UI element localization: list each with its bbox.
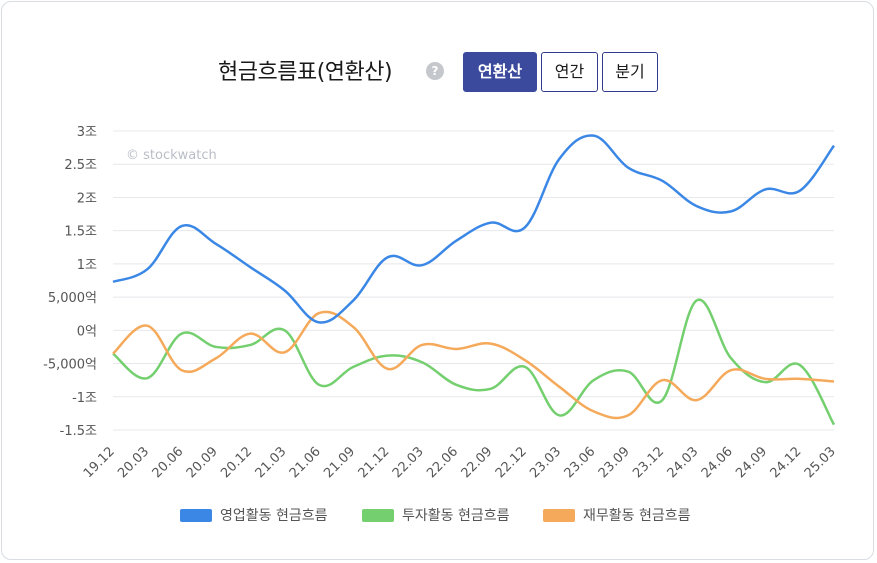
series-lines: [112, 134, 836, 426]
x-tick-label: 20.03: [115, 444, 152, 481]
tab-annualized[interactable]: 연환산: [463, 52, 537, 92]
y-tick-label: 2.5조: [64, 158, 97, 173]
y-tick-label: 1.5조: [64, 225, 97, 240]
series-line-2[interactable]: [112, 310, 835, 420]
x-tick-label: 24.03: [665, 444, 702, 481]
y-tick-label: 0억: [77, 324, 97, 339]
x-tick-label: 20.06: [150, 444, 187, 481]
x-tick-label: 23.06: [562, 444, 599, 481]
x-tick-label: 21.12: [356, 444, 393, 481]
y-tick-label: 5,000억: [48, 291, 97, 306]
x-tick-label: 21.06: [287, 444, 324, 481]
x-tick-label: 23.12: [630, 444, 667, 481]
watermark: © stockwatch: [126, 148, 217, 163]
x-tick-label: 24.09: [733, 444, 770, 481]
x-tick-label: 22.06: [424, 444, 461, 481]
legend-label[interactable]: 투자활동 현금흐름: [402, 508, 510, 524]
y-tick-label: -1조: [72, 391, 97, 406]
legend-swatch[interactable]: [362, 509, 394, 522]
x-tick-label: 23.03: [527, 444, 564, 481]
y-tick-label: -1.5조: [60, 424, 97, 439]
y-tick-label: 3조: [77, 125, 97, 140]
legend-label[interactable]: 영업활동 현금흐름: [220, 508, 328, 524]
legend-swatch[interactable]: [543, 509, 575, 522]
x-tick-label: 22.03: [390, 444, 427, 481]
y-tick-label: 2조: [77, 191, 97, 206]
legend-swatch[interactable]: [180, 509, 212, 522]
y-tick-label: 1조: [77, 258, 97, 273]
tab-annual[interactable]: 연간: [541, 52, 598, 92]
help-icon[interactable]: ?: [426, 62, 444, 80]
legend-label[interactable]: 재무활동 현금흐름: [583, 508, 691, 524]
legend[interactable]: 영업활동 현금흐름 투자활동 현금흐름 재무활동 현금흐름: [180, 508, 691, 524]
x-tick-label: 19.12: [81, 444, 118, 481]
x-tick-label: 24.12: [768, 444, 805, 481]
x-tick-label: 22.09: [459, 444, 496, 481]
x-tick-label: 20.12: [218, 444, 255, 481]
x-tick-label: 22.12: [493, 444, 530, 481]
series-line-0[interactable]: [112, 134, 836, 324]
x-tick-label: 25.03: [802, 444, 839, 481]
page-title: 현금흐름표(연환산): [218, 60, 393, 85]
x-tick-label: 21.09: [321, 444, 358, 481]
x-tick-label: 20.09: [184, 444, 221, 481]
y-axis-ticks: 3조 2.5조 2조 1.5조 1조 5,000억 0억 -5,000억 -1조 -1.5조: [43, 125, 97, 439]
x-axis-ticks: 19.1220.0320.0620.0920.1221.0321.0621.09…: [81, 444, 839, 481]
x-tick-label: 21.03: [253, 444, 290, 481]
x-tick-label: 23.09: [596, 444, 633, 481]
y-tick-label: -5,000억: [43, 358, 97, 373]
x-tick-label: 24.06: [699, 444, 736, 481]
tab-quarterly[interactable]: 분기: [602, 52, 658, 92]
series-line-1[interactable]: [112, 298, 836, 426]
grid-lines: [113, 130, 834, 431]
